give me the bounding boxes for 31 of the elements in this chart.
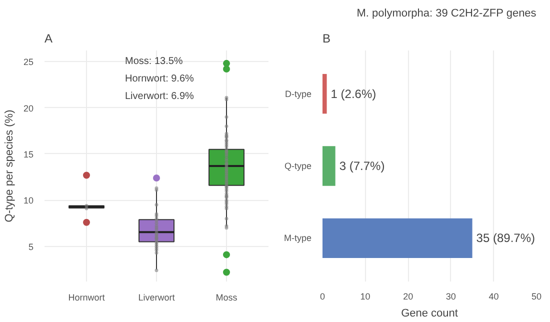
y-tick-label: Q-type	[284, 161, 312, 171]
x-tick-label: 30	[446, 292, 456, 302]
data-label: 1 (2.6%)	[330, 86, 376, 101]
bar	[322, 218, 472, 258]
y-tick-label: D-type	[284, 88, 312, 99]
x-tick-label: Hornwort	[68, 292, 106, 302]
y-tick-label: 15	[23, 149, 34, 160]
x-tick-label: 10	[360, 292, 370, 302]
y-tick-label: 25	[23, 57, 34, 68]
x-tick-label: Liverwort	[138, 292, 176, 302]
bar	[322, 74, 327, 114]
data-label: 35 (89.7%)	[476, 231, 536, 246]
chart-title: M. polymorpha: 39 C2H2-ZFP genes	[356, 8, 537, 20]
x-axis-title: Gene count	[401, 308, 458, 320]
data-label: 3 (7.7%)	[339, 159, 385, 173]
y-axis-title: Q-type per species (%)	[3, 110, 16, 222]
text: B	[322, 32, 331, 46]
y-tick-label: 20	[23, 103, 34, 114]
x-tick-label: 50	[531, 292, 542, 302]
annotation: Moss: 13.5%	[125, 56, 183, 68]
y-tick-label: 5	[28, 242, 34, 252]
x-tick-label: 40	[488, 292, 499, 302]
x-tick-label: 20	[403, 292, 414, 302]
annotation: Liverwort: 6.9%	[125, 91, 194, 102]
x-tick-label: Moss	[216, 292, 238, 302]
annotation: Hornwort: 9.6%	[125, 74, 194, 85]
text: A	[44, 32, 53, 46]
x-tick-label: 0	[320, 292, 326, 302]
y-tick-label: 10	[23, 196, 34, 206]
y-tick-label: M-type	[284, 233, 312, 244]
bar	[322, 146, 336, 186]
